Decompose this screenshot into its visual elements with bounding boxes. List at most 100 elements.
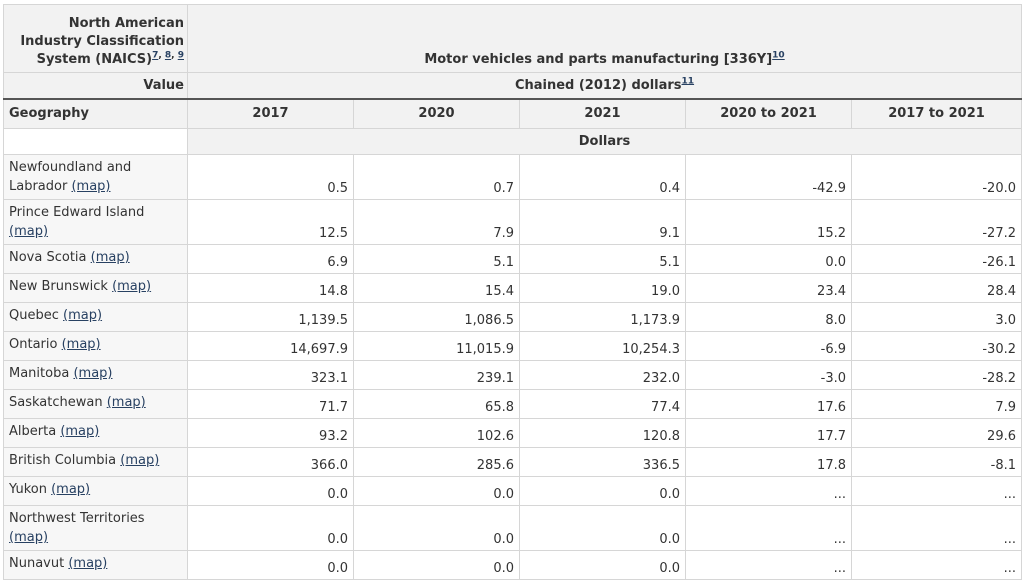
value-cell: 15.2 — [685, 199, 852, 245]
value-cell: 232.0 — [519, 360, 686, 390]
naics-header: North American Industry Classification S… — [3, 4, 188, 73]
value-cell: 14,697.9 — [187, 331, 354, 361]
value-cell: 3.0 — [851, 302, 1022, 332]
geography-cell: Manitoba (map) — [3, 360, 188, 390]
map-link[interactable]: (map) — [51, 482, 91, 497]
map-link[interactable]: (map) — [90, 250, 130, 265]
value-cell: 28.4 — [851, 273, 1022, 303]
map-link[interactable]: (map) — [68, 556, 108, 571]
footnote-8[interactable]: 8 — [164, 50, 172, 61]
geography-cell: Northwest Territories (map) — [3, 505, 188, 551]
geography-cell: New Brunswick (map) — [3, 273, 188, 303]
value-cell: 65.8 — [353, 389, 520, 419]
value-cell: 8.0 — [685, 302, 852, 332]
geography-name: Northwest Territories — [9, 511, 145, 526]
value-cell: 14.8 — [187, 273, 354, 303]
data-table: North American Industry Classification S… — [3, 4, 1022, 580]
map-link[interactable]: (map) — [61, 337, 101, 352]
geography-name: Alberta — [9, 424, 57, 439]
unit-label: Chained (2012) dollars — [514, 77, 682, 93]
value-cell: -26.1 — [851, 244, 1022, 274]
geography-cell: Alberta (map) — [3, 418, 188, 448]
value-label: Value — [3, 72, 188, 99]
value-cell: 102.6 — [353, 418, 520, 448]
table-row: Alberta (map) 93.2 102.6 120.8 17.7 29.6 — [3, 418, 1022, 448]
map-link[interactable]: (map) — [60, 424, 100, 439]
value-cell: -3.0 — [685, 360, 852, 390]
map-link[interactable]: (map) — [63, 308, 103, 323]
naics-label: North American Industry Classification S… — [20, 16, 184, 67]
map-link[interactable]: (map) — [71, 179, 111, 194]
value-cell: ... — [851, 505, 1022, 551]
map-link[interactable]: (map) — [9, 530, 49, 545]
map-link[interactable]: (map) — [9, 224, 49, 239]
value-cell: 12.5 — [187, 199, 354, 245]
value-cell: 0.0 — [353, 505, 520, 551]
unit-header: Chained (2012) dollars11 — [187, 72, 1022, 99]
table-row: Yukon (map) 0.0 0.0 0.0 ... ... — [3, 476, 1022, 506]
geography-name: Ontario — [9, 337, 58, 352]
geography-name: Saskatchewan — [9, 395, 103, 410]
value-cell: 23.4 — [685, 273, 852, 303]
geography-name: British Columbia — [9, 453, 117, 468]
value-cell: ... — [685, 476, 852, 506]
value-cell: 0.0 — [187, 505, 354, 551]
value-cell: 19.0 — [519, 273, 686, 303]
value-cell: 0.7 — [353, 154, 520, 200]
value-cell: -42.9 — [685, 154, 852, 200]
footnote-9[interactable]: 9 — [177, 50, 184, 61]
column-header: 2017 — [187, 97, 354, 129]
value-cell: 6.9 — [187, 244, 354, 274]
value-cell: 0.0 — [519, 476, 686, 506]
dollars-label: Dollars — [187, 128, 1022, 155]
table-row: Prince Edward Island (map) 12.5 7.9 9.1 … — [3, 199, 1022, 245]
table-row: Ontario (map) 14,697.9 11,015.9 10,254.3… — [3, 331, 1022, 361]
map-link[interactable]: (map) — [73, 366, 113, 381]
value-cell: 1,173.9 — [519, 302, 686, 332]
footnote-11[interactable]: 11 — [681, 76, 695, 87]
value-cell: 0.0 — [187, 550, 354, 580]
value-cell: 336.5 — [519, 447, 686, 477]
value-cell: ... — [851, 550, 1022, 580]
value-cell: 1,086.5 — [353, 302, 520, 332]
value-cell: 17.8 — [685, 447, 852, 477]
table-row: Newfoundland and Labrador (map) 0.5 0.7 … — [3, 154, 1022, 200]
value-cell: 239.1 — [353, 360, 520, 390]
value-cell: 0.0 — [187, 476, 354, 506]
value-cell: 7.9 — [851, 389, 1022, 419]
table-row: Quebec (map) 1,139.5 1,086.5 1,173.9 8.0… — [3, 302, 1022, 332]
geography-cell: Newfoundland and Labrador (map) — [3, 154, 188, 200]
column-header: 2020 — [353, 97, 520, 129]
table-row: Nova Scotia (map) 6.9 5.1 5.1 0.0 -26.1 — [3, 244, 1022, 274]
footnote-10[interactable]: 10 — [772, 50, 785, 61]
geography-cell: Quebec (map) — [3, 302, 188, 332]
table-row: Manitoba (map) 323.1 239.1 232.0 -3.0 -2… — [3, 360, 1022, 390]
map-link[interactable]: (map) — [106, 395, 146, 410]
table-row: Nunavut (map) 0.0 0.0 0.0 ... ... — [3, 550, 1022, 580]
value-cell: 9.1 — [519, 199, 686, 245]
map-link[interactable]: (map) — [120, 453, 160, 468]
geography-name: Prince Edward Island — [9, 205, 145, 220]
value-cell: 366.0 — [187, 447, 354, 477]
value-cell: ... — [851, 476, 1022, 506]
geography-cell: Nunavut (map) — [3, 550, 188, 580]
footnote-7[interactable]: 7 — [152, 50, 159, 61]
value-cell: -30.2 — [851, 331, 1022, 361]
map-link[interactable]: (map) — [112, 279, 152, 294]
value-cell: -27.2 — [851, 199, 1022, 245]
value-cell: ... — [685, 505, 852, 551]
table-row: New Brunswick (map) 14.8 15.4 19.0 23.4 … — [3, 273, 1022, 303]
geography-name: Newfoundland and Labrador — [9, 160, 132, 194]
value-cell: 11,015.9 — [353, 331, 520, 361]
table-title: Motor vehicles and parts manufacturing [… — [187, 4, 1022, 73]
value-cell: 0.0 — [353, 550, 520, 580]
column-header: 2020 to 2021 — [685, 97, 852, 129]
value-cell: 120.8 — [519, 418, 686, 448]
value-cell: -20.0 — [851, 154, 1022, 200]
blank-cell — [3, 128, 188, 155]
table-row: British Columbia (map) 366.0 285.6 336.5… — [3, 447, 1022, 477]
value-cell: 17.7 — [685, 418, 852, 448]
value-cell: 0.0 — [353, 476, 520, 506]
geography-name: Nova Scotia — [9, 250, 87, 265]
value-cell: 323.1 — [187, 360, 354, 390]
